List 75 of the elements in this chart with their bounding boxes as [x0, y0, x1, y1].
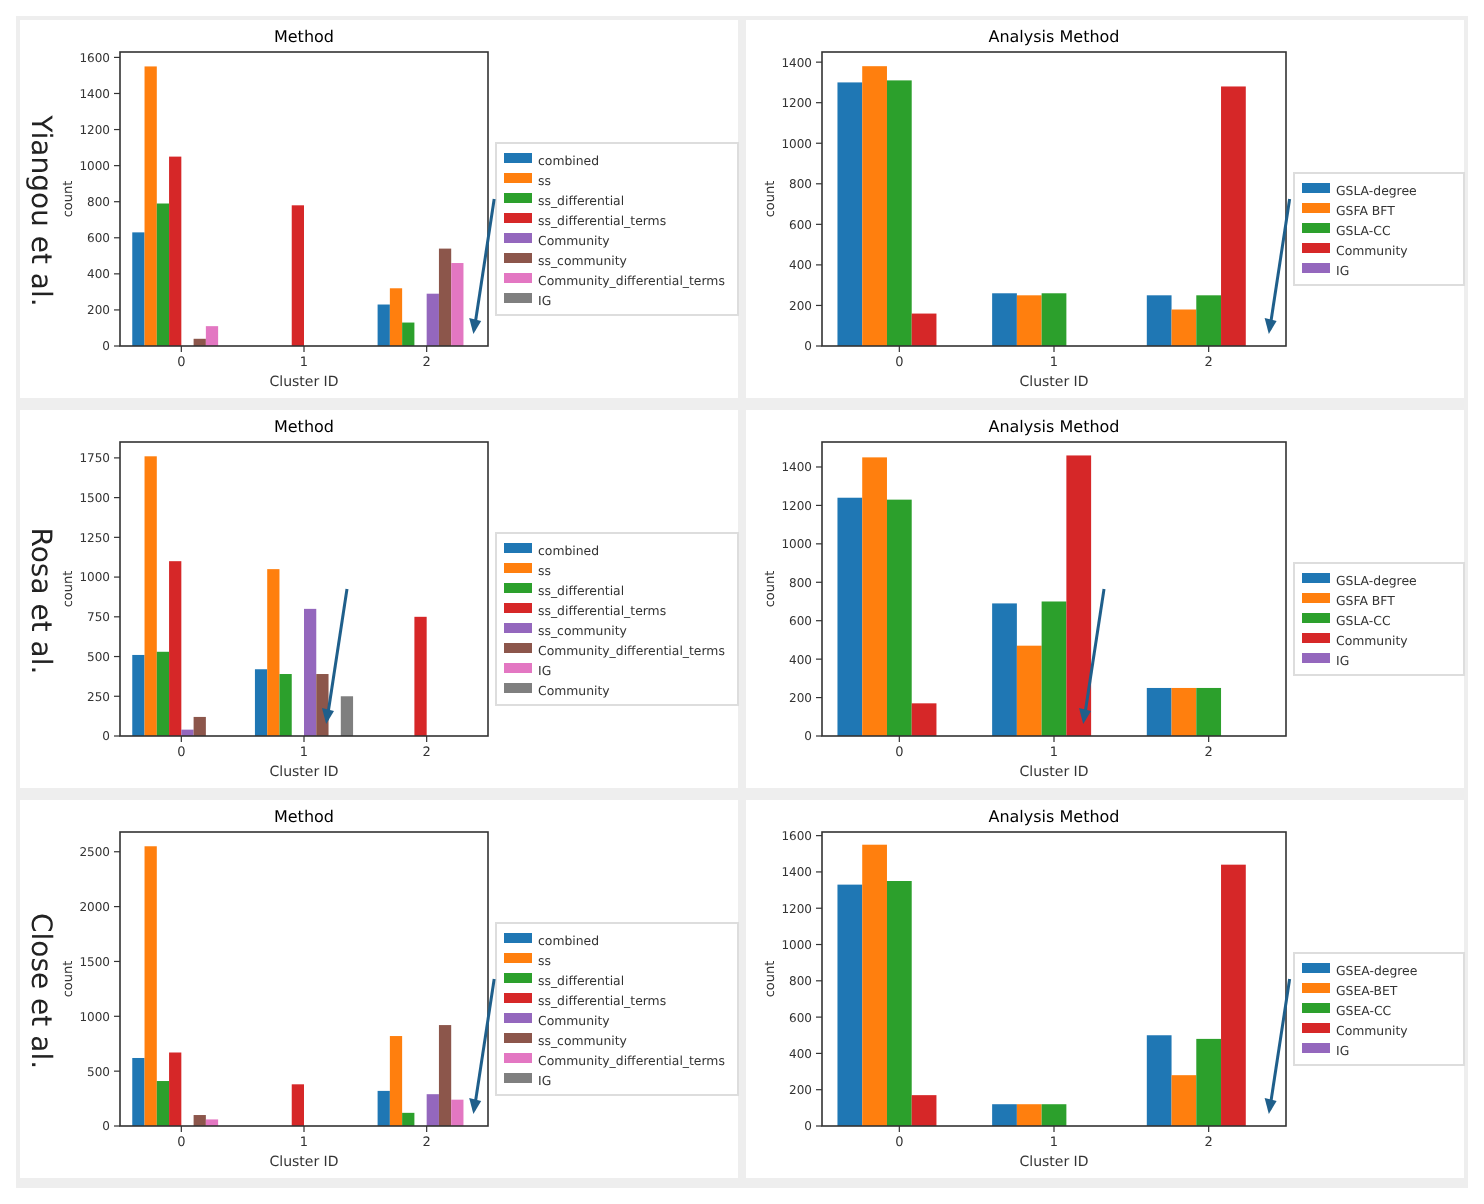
- bar: [1066, 455, 1092, 736]
- bar: [862, 66, 887, 346]
- bar: [132, 1057, 145, 1126]
- bar: [254, 669, 268, 736]
- bar: [1221, 86, 1246, 346]
- bar: [377, 304, 390, 346]
- bar: [451, 263, 464, 346]
- bar: [1221, 864, 1246, 1126]
- bar: [911, 1095, 937, 1126]
- bar: [862, 457, 887, 736]
- bar: [1016, 1104, 1042, 1126]
- bar: [451, 1099, 464, 1126]
- bar: [862, 844, 887, 1126]
- bar: [267, 569, 280, 736]
- bar: [1041, 293, 1067, 346]
- chart-title: Analysis Method: [988, 28, 1120, 46]
- bar: [291, 1084, 304, 1126]
- bar: [1041, 601, 1067, 736]
- bar: [144, 456, 157, 736]
- bar: [169, 1052, 182, 1126]
- bar: [389, 1036, 403, 1126]
- bar: [886, 80, 912, 346]
- bar: [132, 232, 145, 346]
- bar: [402, 322, 415, 346]
- bar: [1171, 1075, 1197, 1126]
- bar: [132, 654, 145, 736]
- bar: [156, 203, 170, 346]
- bar: [279, 674, 292, 736]
- bar: [414, 616, 427, 736]
- bar: [1196, 1038, 1222, 1126]
- bar: [377, 1090, 390, 1126]
- bar: [1171, 309, 1197, 346]
- bar: [438, 248, 452, 346]
- bar: [169, 561, 182, 736]
- bar: [911, 313, 937, 346]
- bar: [438, 1025, 452, 1126]
- bar: [992, 603, 1017, 736]
- bar: [992, 1104, 1017, 1126]
- text: Rosa et al.: [24, 527, 56, 675]
- bar: [1196, 687, 1222, 736]
- bar: [837, 497, 863, 736]
- chart-title: Method: [273, 808, 335, 826]
- bar: [156, 1081, 170, 1126]
- text: Close et al.: [24, 912, 56, 1070]
- chart-title: Analysis Method: [988, 808, 1120, 826]
- bar: [144, 846, 157, 1126]
- text: Yiangou et al.: [24, 113, 56, 307]
- bar: [1146, 687, 1172, 736]
- bar: [1146, 295, 1172, 346]
- bar: [992, 293, 1017, 346]
- bar: [389, 288, 403, 346]
- bar: [291, 205, 304, 346]
- bar: [1171, 687, 1197, 736]
- chart-title: Method: [273, 418, 335, 436]
- chart-title: Method: [273, 28, 335, 46]
- bar: [886, 499, 912, 736]
- bar: [193, 716, 206, 736]
- bar: [837, 82, 863, 346]
- bar: [426, 1094, 439, 1126]
- bar: [911, 703, 937, 736]
- bar: [1196, 295, 1222, 346]
- bar: [156, 651, 170, 736]
- chart-title: Analysis Method: [988, 418, 1120, 436]
- bar: [1041, 1104, 1067, 1126]
- bar: [205, 326, 219, 346]
- bar: [144, 66, 157, 346]
- bar: [169, 156, 182, 346]
- bar: [304, 608, 317, 736]
- bar: [1146, 1035, 1172, 1126]
- bar: [1016, 295, 1042, 346]
- bar: [837, 884, 863, 1126]
- bar: [340, 696, 354, 736]
- bar: [886, 881, 912, 1126]
- bar: [1016, 645, 1042, 736]
- bar: [426, 293, 439, 346]
